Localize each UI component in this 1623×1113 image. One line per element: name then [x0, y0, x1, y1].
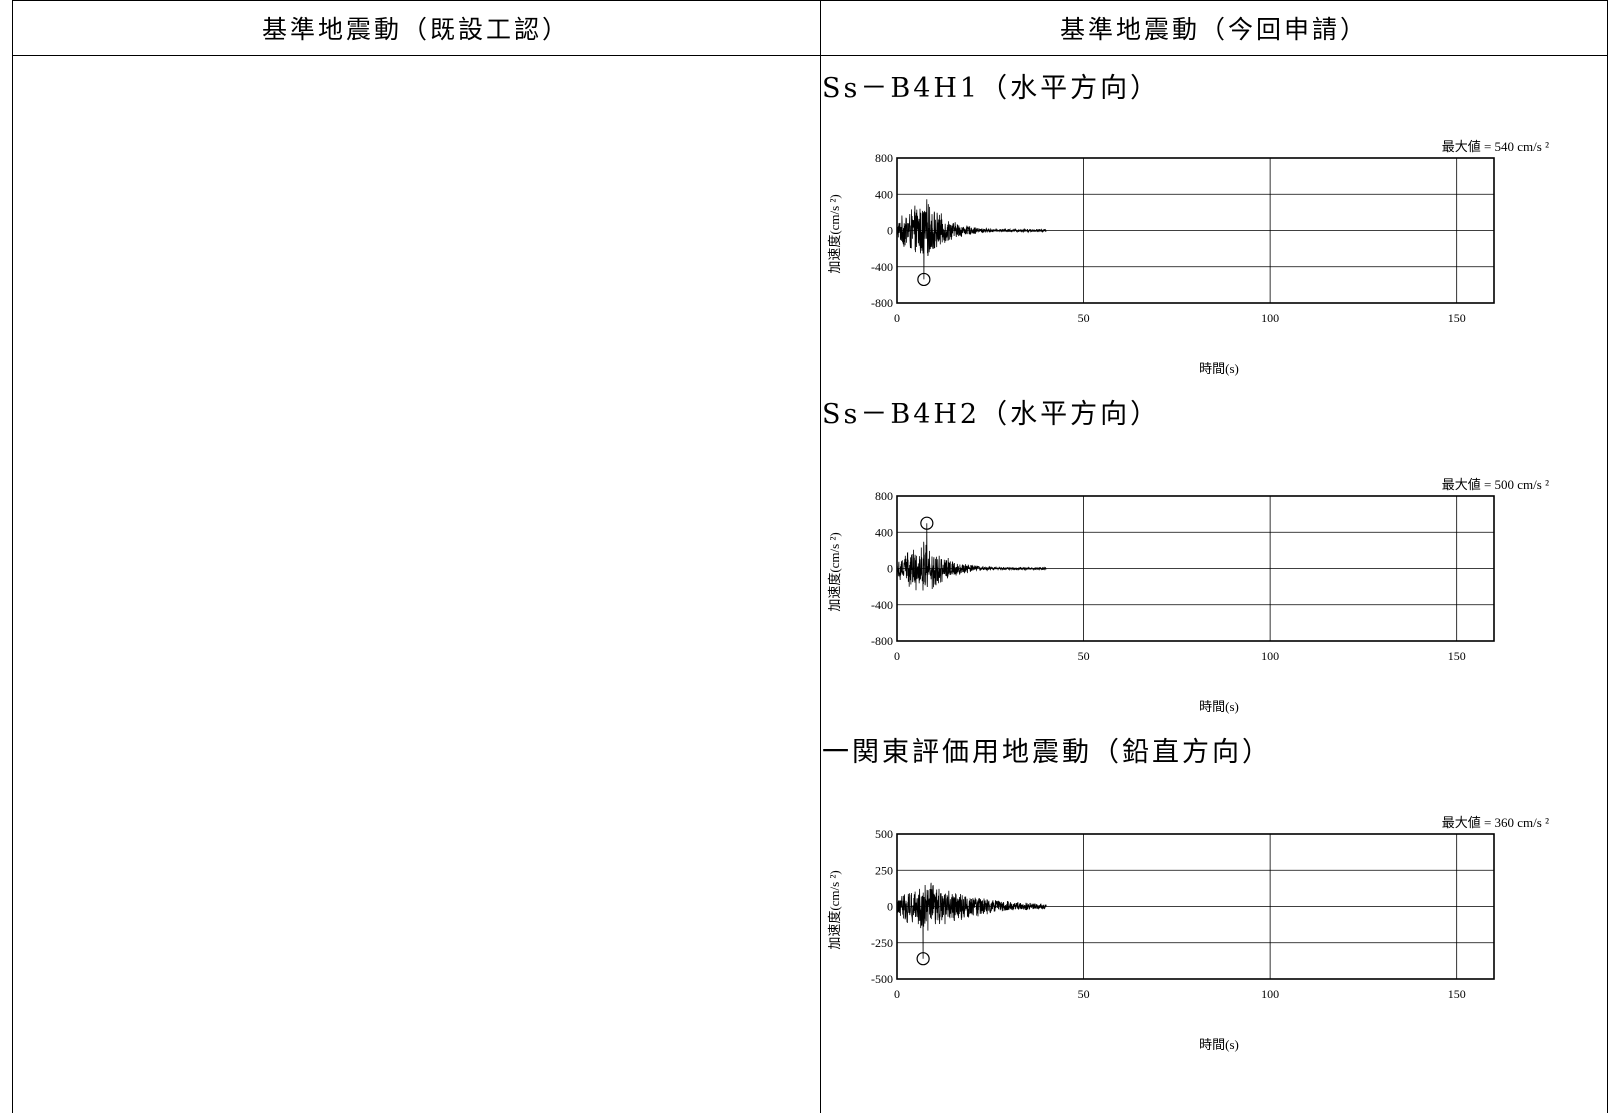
chart-1-max-label: 最大値 = 540 cm/s ² [1442, 139, 1549, 154]
x-tick-label: 150 [1448, 987, 1466, 1001]
x-tick-label: 150 [1448, 311, 1466, 325]
y-tick-label: 0 [887, 224, 893, 238]
chart-3-title: 一関東評価用地震動（鉛直方向） [822, 737, 1272, 768]
chart-1: 最大値 = 540 cm/s ² 加速度(cm/s ²) 時間(s) 0 50 10… [827, 139, 1549, 376]
table-header-divider [12, 55, 1608, 56]
y-tick-label: -400 [871, 598, 893, 612]
chart-2: 最大値 = 500 cm/s ² 加速度(cm/s ²) 時間(s) 0 50 10… [827, 477, 1549, 714]
x-tick-label: 100 [1261, 649, 1279, 663]
chart-2-y-axis-label: 加速度(cm/s ²) [827, 532, 842, 611]
y-tick-label: -400 [871, 260, 893, 274]
x-tick-label: 100 [1261, 311, 1279, 325]
y-tick-label: -250 [871, 936, 893, 950]
y-tick-label: 500 [875, 827, 893, 841]
y-tick-label: 800 [875, 151, 893, 165]
acceleration-series-line [896, 523, 1047, 591]
x-tick-label: 0 [894, 987, 900, 1001]
chart-1-x-axis-label: 時間(s) [1199, 361, 1239, 376]
x-tick-label: 50 [1078, 987, 1090, 1001]
table-column-divider [820, 0, 821, 1113]
chart-3-x-axis-label: 時間(s) [1199, 1037, 1239, 1052]
y-tick-label: 0 [887, 562, 893, 576]
y-tick-label: -800 [871, 634, 893, 648]
y-tick-label: -800 [871, 296, 893, 310]
chart-3-y-axis-label: 加速度(cm/s ²) [827, 870, 842, 949]
x-tick-label: 100 [1261, 987, 1279, 1001]
chart-3: 最大値 = 360 cm/s ² 加速度(cm/s ²) 時間(s) 0 50 10… [827, 815, 1549, 1052]
comparison-table: 基準地震動（既設工認） 基準地震動（今回申請） [12, 0, 1608, 1113]
acceleration-series-line [896, 199, 1047, 280]
left-column-header: 基準地震動（既設工認） [261, 14, 570, 44]
peak-marker [916, 952, 930, 966]
right-column-header: 基準地震動（今回申請） [1059, 14, 1368, 44]
acceleration-series-line [896, 882, 1047, 959]
x-tick-label: 150 [1448, 649, 1466, 663]
chart-3-max-label: 最大値 = 360 cm/s ² [1442, 815, 1549, 830]
y-tick-label: 800 [875, 489, 893, 503]
chart-2-max-label: 最大値 = 500 cm/s ² [1442, 477, 1549, 492]
x-tick-label: 0 [894, 311, 900, 325]
x-tick-label: 50 [1078, 311, 1090, 325]
y-tick-label: 400 [875, 525, 893, 539]
x-tick-label: 50 [1078, 649, 1090, 663]
y-tick-label: -500 [871, 972, 893, 986]
chart-2-x-axis-label: 時間(s) [1199, 699, 1239, 714]
y-tick-label: 250 [875, 863, 893, 877]
y-tick-label: 0 [887, 900, 893, 914]
table-right-border [1607, 0, 1608, 1113]
chart-1-y-axis-label: 加速度(cm/s ²) [827, 194, 842, 273]
x-tick-label: 0 [894, 649, 900, 663]
peak-marker [920, 516, 934, 530]
chart-1-title: Ss－B4H1（水平方向） [822, 73, 1161, 104]
peak-marker [917, 272, 931, 287]
table-left-border [12, 0, 13, 1113]
chart-2-title: Ss－B4H2（水平方向） [822, 399, 1161, 430]
table-top-border [12, 0, 1608, 1]
y-tick-label: 400 [875, 187, 893, 201]
